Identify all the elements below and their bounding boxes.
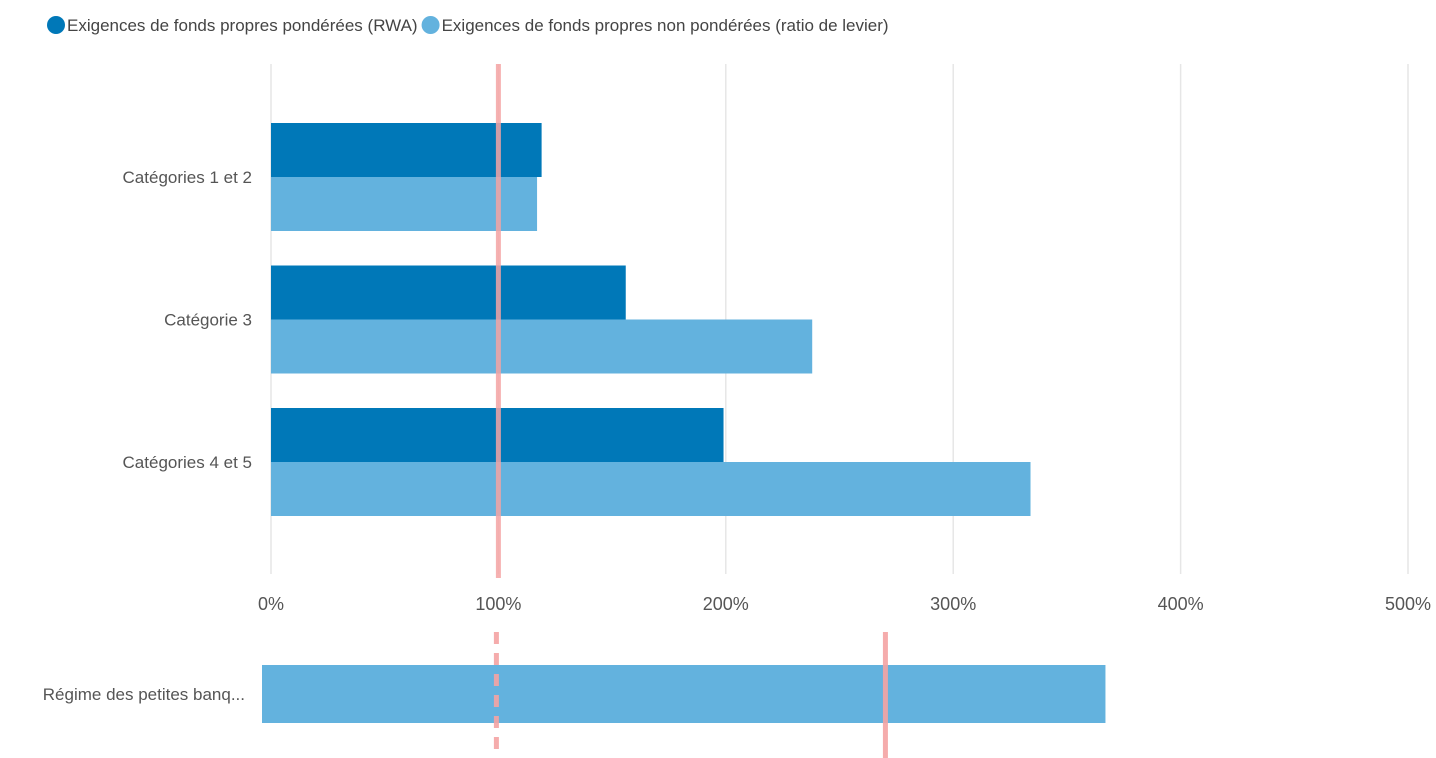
y-axis-categories: Catégories 1 et 2 Catégorie 3 Catégories 4… <box>123 168 252 472</box>
legend-label-1: Exigences de fonds propres non pondérées… <box>442 16 889 35</box>
bar <box>271 177 538 231</box>
legend-label-0: Exigences de fonds propres pondérées (RW… <box>67 16 418 35</box>
x-tick-label: 100% <box>475 594 521 614</box>
category-label: Régime des petites banq... <box>43 685 245 704</box>
legend: Exigences de fonds propres pondérées (RW… <box>47 16 889 35</box>
x-axis-ticks: 0% 100% 200% 300% 400% 500% <box>258 594 1431 614</box>
x-tick-label: 300% <box>930 594 976 614</box>
category-label: Catégories 4 et 5 <box>123 453 252 472</box>
bar <box>271 265 626 320</box>
x-tick-label: 400% <box>1158 594 1204 614</box>
bar <box>271 462 1031 516</box>
bar <box>271 123 542 177</box>
small-bank-chart: Régime des petites banq... <box>43 632 1106 758</box>
x-tick-label: 500% <box>1385 594 1431 614</box>
x-tick-label: 0% <box>258 594 284 614</box>
category-label: Catégorie 3 <box>164 311 252 330</box>
bar <box>262 665 1106 723</box>
bars <box>271 123 1031 516</box>
legend-marker-0 <box>47 16 65 34</box>
legend-marker-1 <box>421 16 440 34</box>
category-label: Catégories 1 et 2 <box>123 168 252 187</box>
bar <box>271 319 813 374</box>
x-tick-label: 200% <box>703 594 749 614</box>
